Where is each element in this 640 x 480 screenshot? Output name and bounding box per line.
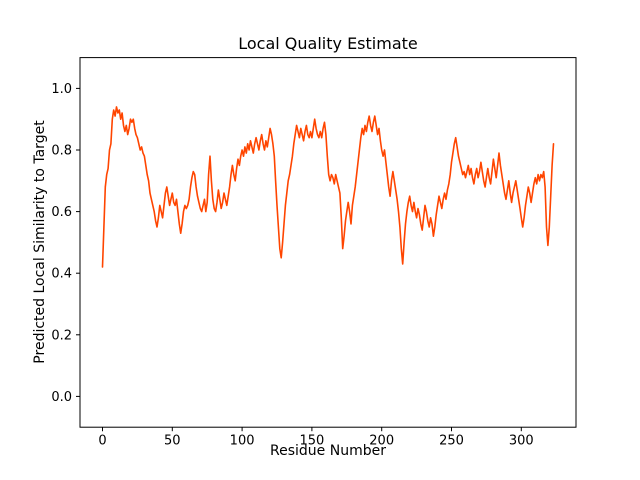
y-tick-label: 0.4 — [51, 267, 72, 282]
x-tick-label: 50 — [164, 434, 181, 449]
data-line — [101, 106, 555, 268]
x-axis-label: Residue Number — [270, 443, 386, 459]
plot-area — [79, 57, 577, 428]
x-tick-label: 300 — [509, 434, 534, 449]
x-tick-label: 200 — [369, 434, 394, 449]
x-tick-label: 150 — [299, 434, 324, 449]
y-tick-label: 0.6 — [51, 205, 72, 220]
y-axis-label: Predicted Local Similarity to Target — [32, 120, 48, 364]
y-tick-label: 0.8 — [51, 144, 72, 159]
x-tick-label: 0 — [98, 434, 106, 449]
y-tick-label: 0.2 — [51, 328, 72, 343]
y-tick-label: 1.0 — [51, 82, 72, 97]
chart-title: Local Quality Estimate — [238, 34, 418, 53]
y-tick-label: 0.0 — [51, 390, 72, 405]
x-tick-label: 250 — [439, 434, 464, 449]
x-tick-label: 100 — [230, 434, 255, 449]
